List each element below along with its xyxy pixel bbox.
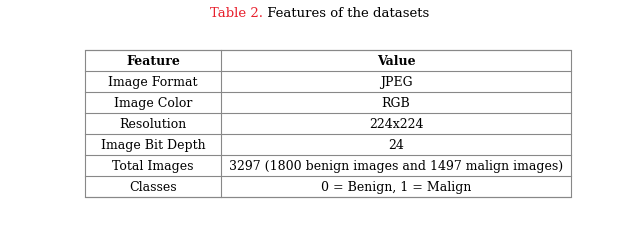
Text: Feature: Feature xyxy=(126,55,180,68)
Text: Value: Value xyxy=(377,55,415,68)
Text: Image Format: Image Format xyxy=(108,76,198,89)
Bar xyxy=(85,51,571,197)
Text: Total Images: Total Images xyxy=(112,159,194,172)
Text: 24: 24 xyxy=(388,138,404,151)
Text: Classes: Classes xyxy=(129,180,177,193)
Text: JPEG: JPEG xyxy=(380,76,412,89)
Text: 0 = Benign, 1 = Malign: 0 = Benign, 1 = Malign xyxy=(321,180,471,193)
Text: Image Bit Depth: Image Bit Depth xyxy=(100,138,205,151)
Text: Table 2.: Table 2. xyxy=(211,7,264,20)
Text: Image Color: Image Color xyxy=(114,97,192,110)
Text: RGB: RGB xyxy=(381,97,410,110)
Text: Features of the datasets: Features of the datasets xyxy=(264,7,429,20)
Text: 3297 (1800 benign images and 1497 malign images): 3297 (1800 benign images and 1497 malign… xyxy=(229,159,563,172)
Text: 224x224: 224x224 xyxy=(369,117,423,130)
Text: Resolution: Resolution xyxy=(120,117,187,130)
